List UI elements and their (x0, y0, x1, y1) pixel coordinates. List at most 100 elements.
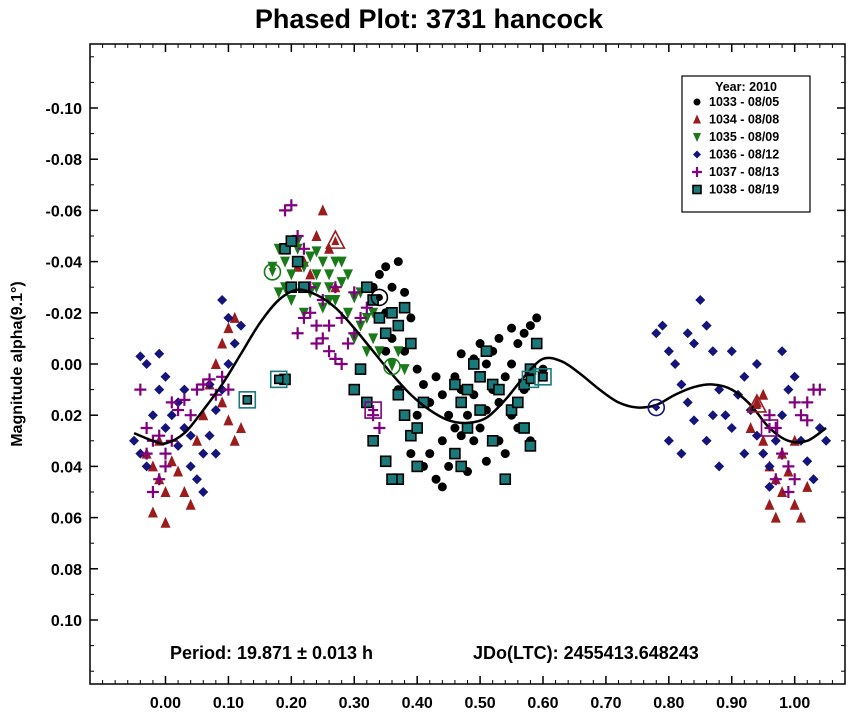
highlight-ring (647, 398, 666, 417)
data-point (324, 269, 335, 281)
data-point (236, 422, 246, 433)
data-point (330, 256, 341, 268)
data-point (682, 397, 693, 408)
data-point (801, 396, 814, 409)
data-point (285, 199, 298, 212)
data-point (185, 430, 196, 441)
y-tick-label: 0.04 (51, 459, 82, 476)
data-point (801, 414, 814, 427)
y-tick-label: -0.04 (46, 255, 83, 272)
data-point (789, 371, 800, 382)
data-point (172, 404, 185, 417)
data-point (450, 423, 460, 433)
legend-entry: 1037 - 08/13 (709, 165, 779, 179)
data-point (486, 434, 499, 447)
x-tick-label: 0.40 (402, 695, 433, 712)
data-point (147, 410, 158, 421)
data-point (411, 422, 423, 434)
data-point (764, 498, 775, 510)
x-tick-label: 0.50 (465, 695, 496, 712)
data-point (707, 346, 718, 357)
data-point (406, 449, 416, 459)
data-point (494, 333, 504, 343)
data-point (367, 434, 379, 447)
data-point (317, 256, 328, 268)
data-point (336, 256, 347, 268)
data-point (173, 465, 184, 477)
data-point (134, 383, 147, 396)
legend-marker (693, 133, 701, 142)
data-point (166, 455, 177, 467)
highlight-point (331, 236, 340, 246)
x-tick-label: 0.90 (716, 695, 747, 712)
data-point (770, 511, 781, 523)
data-point (726, 346, 737, 357)
data-point (788, 396, 801, 409)
data-point (714, 384, 725, 395)
data-point (179, 486, 190, 497)
x-tick-label: 0.80 (653, 695, 684, 712)
legend-entry: 1035 - 08/09 (709, 130, 779, 144)
data-point (140, 422, 153, 434)
data-point (437, 436, 447, 446)
data-point (203, 373, 216, 386)
data-point (530, 337, 543, 350)
fit-curve (133, 288, 827, 445)
data-point (140, 447, 153, 460)
data-point (135, 351, 146, 362)
highlight-point (388, 362, 396, 372)
data-point (398, 409, 411, 422)
data-point (354, 363, 367, 375)
highlight-ring (269, 370, 288, 389)
data-point (147, 506, 158, 518)
data-point (348, 286, 361, 299)
data-point (788, 473, 801, 486)
highlight-ring (238, 391, 257, 409)
data-point (449, 447, 461, 460)
data-point (324, 295, 335, 306)
data-point (310, 337, 323, 350)
data-point (204, 430, 215, 441)
data-point (236, 320, 246, 331)
data-point (185, 461, 196, 472)
data-point (507, 359, 517, 369)
data-point (651, 328, 662, 339)
data-point (361, 281, 373, 294)
data-point (273, 287, 284, 299)
data-point (166, 410, 177, 421)
data-point (348, 383, 361, 396)
data-point (802, 480, 813, 492)
data-point (311, 230, 322, 241)
data-point (165, 396, 178, 409)
data-point (386, 306, 398, 319)
data-point (361, 312, 372, 324)
data-point (795, 511, 806, 523)
data-point (777, 410, 788, 421)
y-tick-label: -0.10 (46, 101, 83, 118)
data-point (210, 358, 221, 369)
data-point (481, 359, 491, 369)
data-point (229, 434, 240, 446)
data-point (518, 422, 530, 434)
data-point (286, 295, 297, 306)
data-point (323, 345, 336, 358)
data-point (191, 474, 202, 485)
data-point (197, 378, 210, 391)
data-point (782, 486, 795, 498)
legend-marker (693, 114, 701, 124)
data-point (361, 346, 372, 358)
data-point (198, 487, 209, 497)
data-point (154, 384, 165, 395)
data-point (444, 461, 454, 471)
data-point (481, 456, 491, 466)
data-point (411, 460, 423, 473)
data-point (500, 449, 510, 459)
data-point (159, 447, 172, 460)
data-point (381, 346, 391, 356)
data-point (387, 282, 397, 292)
data-point (342, 307, 353, 319)
data-point (500, 372, 510, 382)
data-point (751, 430, 762, 441)
data-point (455, 460, 468, 473)
